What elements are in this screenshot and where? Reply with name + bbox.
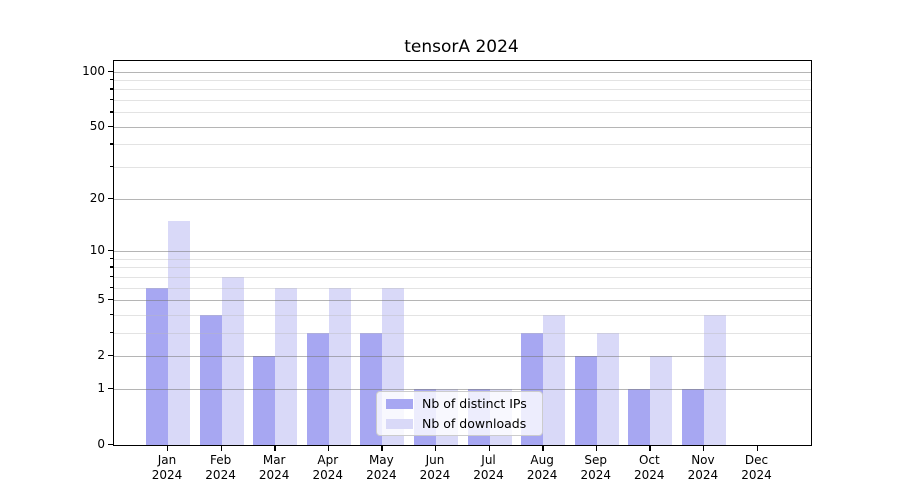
legend-label-downloads: Nb of downloads [422,416,527,431]
y-minor-tick-mark [110,78,113,81]
y-tick-label-5: 5 [97,291,105,306]
y-tick-label-50: 50 [89,118,105,133]
y-tick-mark [108,197,113,199]
gridline-minor-70 [114,100,811,102]
x-tick-label-jan: Jan 2024 [151,453,183,482]
gridline-minor-40 [114,144,811,146]
y-minor-tick-mark [110,111,113,113]
x-tick-label-feb: Feb 2024 [205,453,236,482]
gridline-major-100 [114,71,811,73]
gridline-major-50 [114,126,811,128]
x-tick-mark-dec [756,445,758,451]
x-tick-mark-feb [220,445,222,451]
y-tick-label-0: 0 [97,437,105,451]
y-minor-tick-mark [110,313,113,316]
y-tick-mark [108,70,113,72]
legend-row-distinct-ips: Nb of distinct IPs [383,395,536,412]
x-tick-mark-mar [274,445,276,451]
x-tick-mark-may [381,445,383,451]
legend: Nb of distinct IPs Nb of downloads [376,391,543,436]
x-tick-label-sep: Sep 2024 [580,453,611,482]
legend-label-distinct-ips: Nb of distinct IPs [422,396,527,411]
y-tick-mark [108,387,113,390]
y-minor-tick-mark [110,99,113,101]
y-minor-tick-mark [110,88,113,90]
plot-area [113,60,812,446]
bar-oct-downloads [650,356,673,445]
x-tick-mark-jul [488,445,490,451]
y-minor-tick-mark [110,166,113,168]
bar-mar-distinct-ips [253,356,276,445]
y-minor-tick-mark [110,286,113,288]
gridline-major-20 [114,198,811,200]
gridline-minor-60 [114,112,811,114]
bar-nov-downloads [703,314,726,445]
bar-feb-downloads [221,276,244,445]
gridline-minor-80 [114,89,811,91]
y-tick-mark [108,125,113,128]
x-tick-mark-oct [649,445,651,451]
y-minor-tick-mark [110,331,113,334]
gridline-minor-30 [114,167,811,169]
y-minor-tick-mark [110,143,113,145]
y-tick-mark [108,355,113,357]
bar-oct-distinct-ips [628,388,651,445]
x-tick-mark-aug [542,445,544,451]
y-tick-label-100: 100 [82,63,105,78]
y-minor-tick-mark [110,257,113,260]
x-tick-label-nov: Nov 2024 [687,453,719,482]
y-tick-label-10: 10 [89,242,105,257]
bar-nov-distinct-ips [681,388,704,445]
x-tick-label-dec: Dec 2024 [741,453,772,482]
gridline-major-1 [114,388,811,390]
x-tick-mark-apr [327,445,330,451]
gridline-minor-6 [114,287,811,289]
bar-apr-downloads [328,287,351,445]
x-tick-label-oct: Oct 2024 [634,453,665,482]
y-tick-label-1: 1 [97,380,105,395]
x-tick-mark-sep [595,445,598,451]
bar-jan-distinct-ips [146,287,168,445]
x-tick-mark-jun [434,445,437,451]
bar-sep-distinct-ips [574,356,597,445]
y-tick-label-20: 20 [89,190,105,205]
gridline-minor-90 [114,79,811,81]
legend-swatch-downloads [386,418,413,429]
gridline-minor-4 [114,314,811,316]
x-tick-label-aug: Aug 2024 [526,453,558,482]
x-tick-label-apr: Apr 2024 [312,453,344,482]
gridline-minor-3 [114,332,811,334]
gridline-major-5 [114,299,811,301]
legend-row-downloads: Nb of downloads [383,415,536,432]
x-tick-label-may: May 2024 [366,453,397,482]
bar-mar-downloads [275,287,298,445]
bar-feb-distinct-ips [199,314,222,445]
y-tick-mark [108,444,113,446]
y-tick-mark [108,298,113,301]
gridline-minor-9 [114,258,811,260]
gridline-minor-7 [114,276,811,278]
y-tick-mark [108,249,113,252]
x-tick-label-mar: Mar 2024 [258,453,290,482]
x-tick-label-jun: Jun 2024 [419,453,451,482]
y-minor-tick-mark [110,266,113,268]
gridline-minor-8 [114,267,811,269]
gridline-major-2 [114,356,811,358]
bar-aug-downloads [543,314,566,445]
x-tick-mark-jan [167,445,169,451]
legend-swatch-distinct-ips [386,398,413,409]
gridline-major-10 [114,250,811,252]
x-tick-label-jul: Jul 2024 [473,453,504,482]
y-minor-tick-mark [110,275,113,278]
x-tick-mark-nov [702,445,705,451]
y-tick-label-2: 2 [97,348,105,363]
chart-title: tensorA 2024 [404,37,519,57]
